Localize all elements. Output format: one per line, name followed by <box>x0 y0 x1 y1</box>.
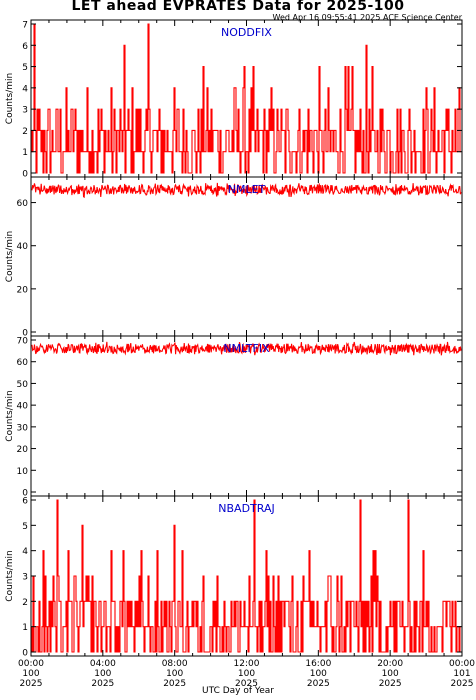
x-tick-label-doy: 100 <box>382 669 399 679</box>
y-tick-label: 1 <box>22 623 28 633</box>
panel-title: NMLET <box>228 183 266 196</box>
y-tick-label: 50 <box>17 380 29 390</box>
x-tick-label-year: 2025 <box>20 679 43 689</box>
panel-frame <box>30 176 463 337</box>
panel-nmltfix: 0 10 20 30 40 50 60 70 Counts/min NMLTFIX <box>5 335 463 499</box>
y-tick-label: 0 <box>22 170 28 180</box>
y-tick-label: 6 <box>22 42 28 52</box>
y-tick-label: 30 <box>17 423 29 433</box>
panel-noddfix: 0 1 2 3 4 5 6 7 Counts/min NODDFIX <box>5 19 463 180</box>
y-axis-label: Counts/min <box>5 550 15 601</box>
x-tick-label-year: 2025 <box>235 679 258 689</box>
x-tick-label-doy: 100 <box>22 669 39 679</box>
x-tick-label-doy: 100 <box>238 669 255 679</box>
x-tick-label-doy: 100 <box>310 669 327 679</box>
y-tick-label: 6 <box>22 497 28 507</box>
y-tick-label: 70 <box>17 337 29 347</box>
x-tick-label-time: 00:00 <box>449 659 475 669</box>
panel-title: NBADTRAJ <box>218 502 274 515</box>
y-tick-label: 40 <box>17 242 29 252</box>
y-tick-label: 5 <box>22 63 28 73</box>
x-tick-label-doy: 100 <box>94 669 111 679</box>
x-tick-label-time: 20:00 <box>377 659 403 669</box>
y-tick-label: 20 <box>17 445 29 455</box>
x-tick-label-time: 08:00 <box>162 659 188 669</box>
series-line-nmltfix <box>31 341 462 356</box>
x-tick-label-time: 00:00 <box>18 659 44 669</box>
x-tick-label-year: 2025 <box>163 679 186 689</box>
panel-title: NMLTFIX <box>223 342 270 355</box>
y-tick-label: 40 <box>17 402 29 412</box>
y-tick-label: 60 <box>17 199 29 209</box>
x-tick-label-year: 2025 <box>307 679 330 689</box>
y-tick-label: 10 <box>17 467 29 477</box>
y-tick-label: 2 <box>22 127 28 137</box>
y-axis-label: Counts/min <box>5 73 15 124</box>
x-tick-label-time: 04:00 <box>90 659 116 669</box>
chart-title: LET ahead EVPRATES Data for 2025-100 <box>71 0 405 14</box>
x-tick-label-year: 2025 <box>91 679 114 689</box>
x-tick-label-doy: 101 <box>453 669 470 679</box>
series-line-nbadtraj <box>31 499 461 653</box>
x-tick-label-doy: 100 <box>166 669 183 679</box>
series-line-noddfix <box>31 23 461 174</box>
y-axis-label: Counts/min <box>5 390 15 441</box>
panel-nbadtraj: 0 1 2 3 4 5 6 Counts/min NBADTRAJ <box>5 495 463 659</box>
x-tick-label-time: 16:00 <box>305 659 331 669</box>
panel-title: NODDFIX <box>221 26 272 39</box>
timestamp-label: Wed Apr 16 09:55:41 2025 ACE Science Cen… <box>272 13 462 22</box>
panel-nmlet: 0 20 40 60 Counts/min NMLET <box>5 176 463 339</box>
y-tick-label: 60 <box>17 358 29 368</box>
x-axis-title: UTC Day of Year <box>202 686 274 696</box>
y-tick-label: 4 <box>22 547 28 557</box>
y-tick-label: 0 <box>22 489 28 499</box>
y-tick-label: 3 <box>22 573 28 583</box>
y-tick-label: 3 <box>22 106 28 116</box>
y-tick-label: 1 <box>22 148 28 158</box>
panel-frame <box>30 335 463 497</box>
y-tick-label: 2 <box>22 598 28 608</box>
y-tick-label: 0 <box>22 649 28 659</box>
x-tick-label-year: 2025 <box>379 679 402 689</box>
y-tick-label: 5 <box>22 522 28 532</box>
series-line-nmlet <box>31 182 462 199</box>
y-tick-label: 4 <box>22 84 28 94</box>
x-tick-label-time: 12:00 <box>234 659 260 669</box>
y-tick-label: 7 <box>22 21 28 31</box>
y-tick-label: 0 <box>22 329 28 339</box>
y-tick-label: 20 <box>17 285 29 295</box>
y-axis-label: Counts/min <box>5 231 15 282</box>
x-tick-label-year: 2025 <box>451 679 474 689</box>
